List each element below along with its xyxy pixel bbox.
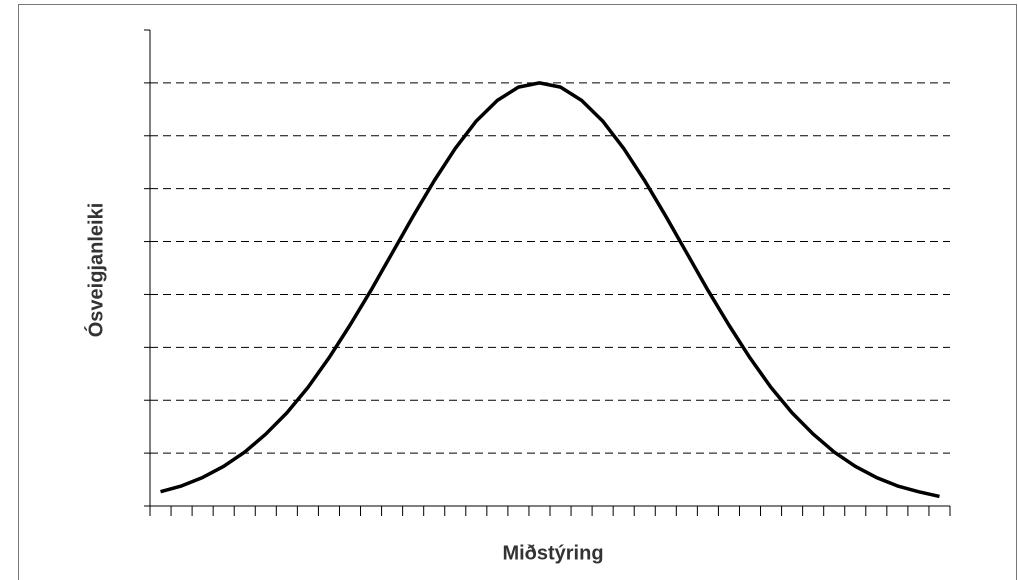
- frame: [18, 4, 1017, 580]
- curve: [160, 81, 940, 499]
- x-axis-title: Miðstýring: [502, 542, 603, 564]
- y-axis-title: Ósveigjanleiki: [83, 203, 107, 338]
